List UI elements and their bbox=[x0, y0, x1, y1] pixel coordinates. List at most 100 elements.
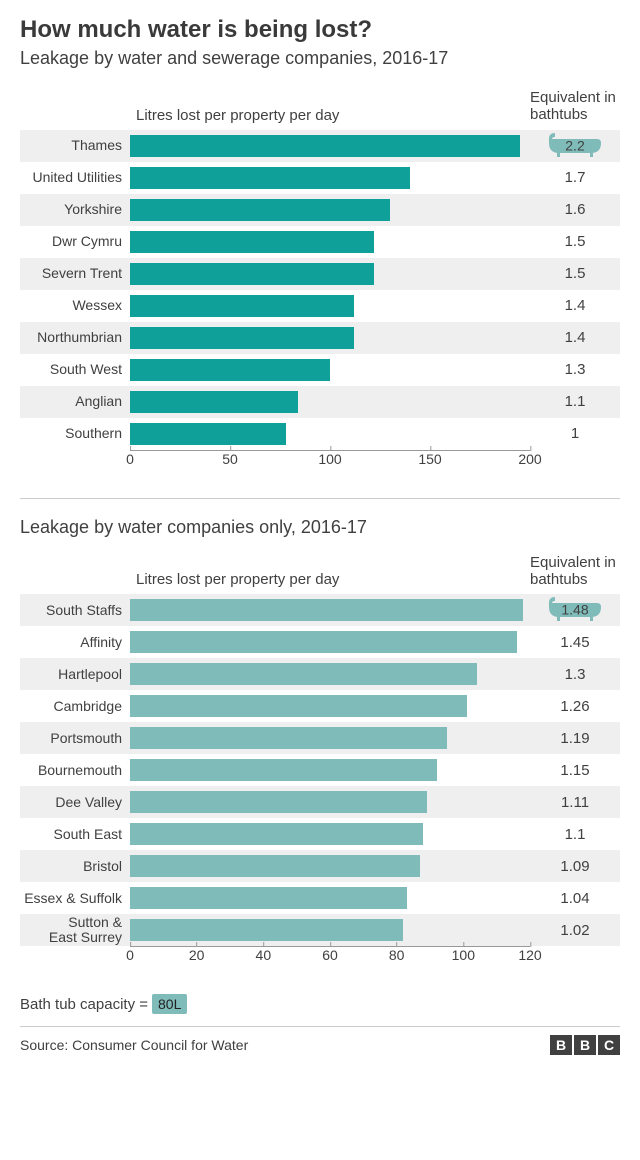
chart-row: Thames 2.2 bbox=[20, 130, 620, 162]
row-label: Southern bbox=[20, 426, 130, 441]
axis-tick: 200 bbox=[518, 451, 541, 467]
bar bbox=[130, 887, 407, 909]
chart-row: Yorkshire 1.6 bbox=[20, 194, 620, 226]
row-value: 1.4 bbox=[530, 297, 620, 314]
chart-row: Northumbrian 1.4 bbox=[20, 322, 620, 354]
row-label: Essex & Suffolk bbox=[20, 891, 130, 906]
row-value: 1.1 bbox=[530, 393, 620, 410]
bar bbox=[130, 759, 437, 781]
axis-tick: 0 bbox=[126, 947, 134, 963]
source-text: Source: Consumer Council for Water bbox=[20, 1037, 248, 1053]
row-label: South West bbox=[20, 362, 130, 377]
chart-row: Hartlepool1.3 bbox=[20, 658, 620, 690]
bar bbox=[130, 231, 374, 253]
axis-tick: 50 bbox=[222, 451, 238, 467]
chart-row: Wessex 1.4 bbox=[20, 290, 620, 322]
row-label: United Utilities bbox=[20, 170, 130, 185]
row-value: 1.5 bbox=[530, 233, 620, 250]
bbc-logo-letter: B bbox=[574, 1035, 596, 1055]
bar bbox=[130, 823, 423, 845]
bar bbox=[130, 791, 427, 813]
row-label: Bournemouth bbox=[20, 763, 130, 778]
bathtub-icon: 1.48 bbox=[547, 593, 603, 623]
axis-tick: 60 bbox=[322, 947, 338, 963]
bar bbox=[130, 391, 298, 413]
bar bbox=[130, 599, 523, 621]
row-label: Sutton &East Surrey bbox=[20, 915, 130, 944]
page-subtitle: Leakage by water and sewerage companies,… bbox=[20, 48, 620, 69]
chart-row: Essex & Suffolk 1.04 bbox=[20, 882, 620, 914]
row-label: Cambridge bbox=[20, 699, 130, 714]
bathtub-icon: 2.2 bbox=[547, 129, 603, 159]
bar bbox=[130, 199, 390, 221]
row-value: 1.48 bbox=[530, 593, 620, 627]
axis-tick: 20 bbox=[189, 947, 205, 963]
bar bbox=[130, 663, 477, 685]
chart-row: Severn Trent 1.5 bbox=[20, 258, 620, 290]
chart-row: Affinity 1.45 bbox=[20, 626, 620, 658]
chart-row: Portsmouth1.19 bbox=[20, 722, 620, 754]
row-value: 1.4 bbox=[530, 329, 620, 346]
bar bbox=[130, 359, 330, 381]
bar bbox=[130, 327, 354, 349]
footnote-label: Bath tub capacity = bbox=[20, 996, 148, 1013]
row-label: Yorkshire bbox=[20, 202, 130, 217]
chart-row: Bournemouth1.15 bbox=[20, 754, 620, 786]
row-value: 1.02 bbox=[530, 922, 620, 939]
row-value: 1.19 bbox=[530, 730, 620, 747]
row-value: 1.1 bbox=[530, 826, 620, 843]
row-value: 1.45 bbox=[530, 634, 620, 651]
axis-tick: 100 bbox=[452, 947, 475, 963]
bar bbox=[130, 855, 420, 877]
footnote: Bath tub capacity = 80L bbox=[20, 994, 620, 1014]
row-value: 1 bbox=[530, 425, 620, 442]
row-value: 1.5 bbox=[530, 265, 620, 282]
bar bbox=[130, 167, 410, 189]
row-value: 1.26 bbox=[530, 698, 620, 715]
chart-1: Litres lost per property per day Equival… bbox=[20, 89, 620, 474]
row-label: Severn Trent bbox=[20, 266, 130, 281]
row-value: 2.2 bbox=[530, 129, 620, 163]
row-label: Affinity bbox=[20, 635, 130, 650]
bar bbox=[130, 263, 374, 285]
bathtub-header: Equivalent in bathtubs bbox=[530, 554, 620, 589]
axis-label: Litres lost per property per day bbox=[130, 571, 530, 588]
chart-2: Litres lost per property per day Equival… bbox=[20, 554, 620, 971]
row-label: Dee Valley bbox=[20, 795, 130, 810]
row-label: Anglian bbox=[20, 394, 130, 409]
axis-tick: 120 bbox=[518, 947, 541, 963]
row-label: South Staffs bbox=[20, 603, 130, 618]
row-label: Bristol bbox=[20, 859, 130, 874]
bar bbox=[130, 695, 467, 717]
chart-row: South Staffs 1.48 bbox=[20, 594, 620, 626]
bar bbox=[130, 727, 447, 749]
bar bbox=[130, 919, 403, 941]
row-label: South East bbox=[20, 827, 130, 842]
chart2-title: Leakage by water companies only, 2016-17 bbox=[20, 517, 620, 538]
axis-label: Litres lost per property per day bbox=[130, 107, 530, 124]
axis-tick: 100 bbox=[318, 451, 341, 467]
row-value: 1.09 bbox=[530, 858, 620, 875]
chart-row: Bristol 1.09 bbox=[20, 850, 620, 882]
bbc-logo-letter: C bbox=[598, 1035, 620, 1055]
axis-tick: 0 bbox=[126, 451, 134, 467]
bathtub-header: Equivalent in bathtubs bbox=[530, 89, 620, 124]
row-value: 1.3 bbox=[530, 666, 620, 683]
chart-row: Dwr Cymru 1.5 bbox=[20, 226, 620, 258]
chart-row: South West1.3 bbox=[20, 354, 620, 386]
bar bbox=[130, 423, 286, 445]
row-value: 1.6 bbox=[530, 201, 620, 218]
chart-row: Dee Valley 1.11 bbox=[20, 786, 620, 818]
row-label: Northumbrian bbox=[20, 330, 130, 345]
bbc-logo: BBC bbox=[550, 1035, 620, 1055]
row-label: Dwr Cymru bbox=[20, 234, 130, 249]
row-value: 1.04 bbox=[530, 890, 620, 907]
bar bbox=[130, 295, 354, 317]
chart-row: Cambridge 1.26 bbox=[20, 690, 620, 722]
row-value: 1.7 bbox=[530, 169, 620, 186]
row-label: Wessex bbox=[20, 298, 130, 313]
row-value: 1.11 bbox=[530, 794, 620, 811]
chart-row: South East 1.1 bbox=[20, 818, 620, 850]
row-label: Thames bbox=[20, 138, 130, 153]
axis-tick: 150 bbox=[418, 451, 441, 467]
